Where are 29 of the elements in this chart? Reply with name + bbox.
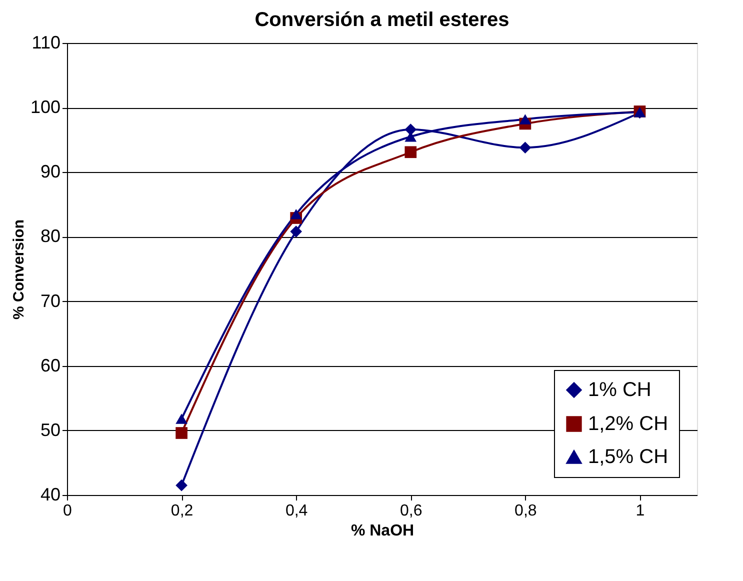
point bbox=[404, 146, 417, 158]
y-tick-label: 100 bbox=[30, 97, 60, 118]
x-tick-label: 0 bbox=[63, 502, 72, 520]
y-tick-label: 90 bbox=[40, 162, 60, 182]
point bbox=[176, 414, 188, 424]
legend-label: 1% CH bbox=[588, 379, 652, 401]
point bbox=[176, 427, 188, 439]
legend-label: 1,5% CH bbox=[588, 446, 668, 468]
x-tick-label: 0,4 bbox=[285, 502, 308, 520]
y-tick-label: 40 bbox=[40, 484, 60, 504]
point bbox=[290, 226, 302, 238]
x-tick-label: 1 bbox=[636, 502, 645, 520]
y-tick-label: 80 bbox=[40, 226, 60, 246]
x-tick-label: 0,6 bbox=[400, 502, 422, 520]
point bbox=[176, 479, 188, 492]
legend-label: 1,2% CH bbox=[588, 413, 668, 435]
point bbox=[519, 142, 532, 154]
y-tick-label: 50 bbox=[40, 420, 60, 440]
y-tick-label: 110 bbox=[32, 32, 60, 52]
point bbox=[404, 124, 417, 136]
chart-title: Conversión a metil esteres bbox=[254, 9, 510, 31]
y-tick-label: 60 bbox=[40, 355, 60, 376]
x-tick-label: 0,2 bbox=[170, 502, 194, 520]
point bbox=[290, 208, 302, 220]
x-axis-title: % NaOH bbox=[350, 522, 414, 540]
x-tick-label: 0,8 bbox=[514, 502, 537, 520]
y-axis-title: % Conversion bbox=[10, 219, 28, 320]
y-tick-label: 70 bbox=[40, 290, 60, 311]
point bbox=[519, 114, 532, 124]
